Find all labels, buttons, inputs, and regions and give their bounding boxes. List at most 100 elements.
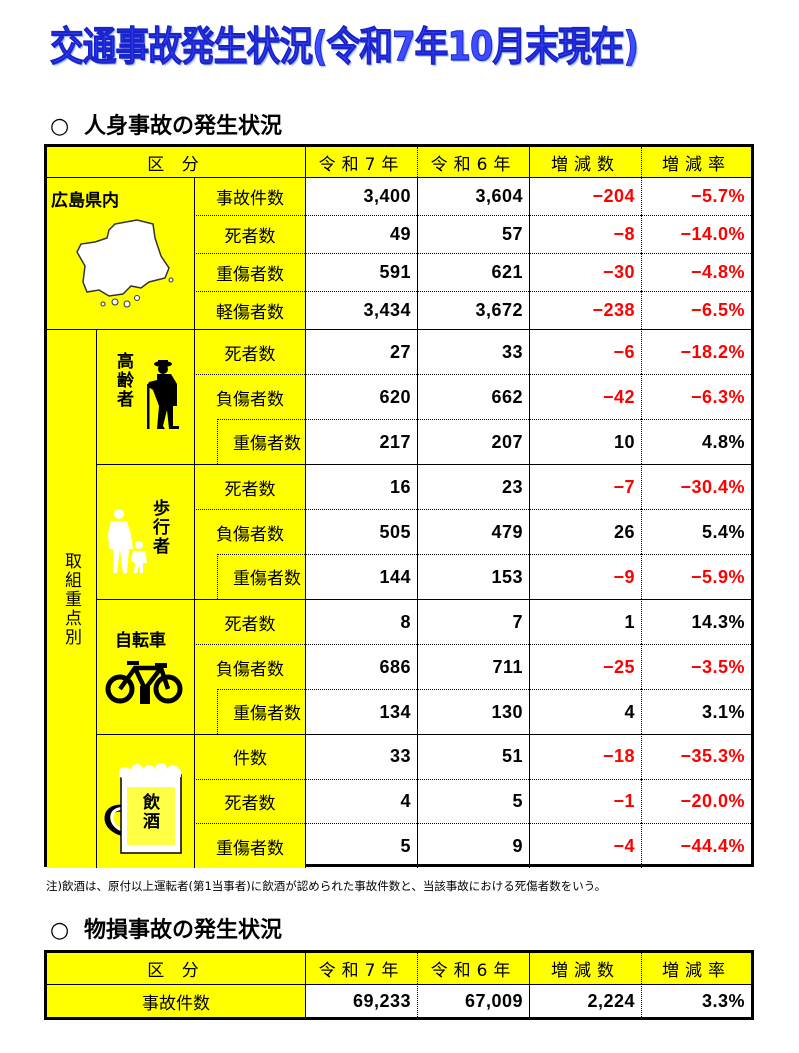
focus-category-label: 取組重点別 xyxy=(61,551,81,647)
group-label: 高齢者 xyxy=(113,352,133,409)
value-rate: −44.4% xyxy=(641,823,751,868)
value-diff: −30 xyxy=(529,253,641,291)
group-label: 歩行者 xyxy=(149,499,169,556)
focus-category-column: 取組重点別 xyxy=(47,329,96,868)
value-r6: 67,009 xyxy=(417,984,529,1017)
property-damage-table: 区 分令和7年 令和6年 増減数 増減率 事故件数 69,233 67,009 2,224 3.… xyxy=(44,950,754,1020)
header-rate: 増減率 xyxy=(641,147,751,177)
value-r6: 9 xyxy=(417,823,529,868)
value-rate: −30.4% xyxy=(641,464,751,509)
row-label-text: 負傷者数 xyxy=(216,524,284,545)
dotted-separator xyxy=(217,419,305,464)
value-rate: −5.9% xyxy=(641,554,751,599)
section-title-personal: ○ 人身事故の発生状況 xyxy=(50,108,282,140)
value-diff: −9 xyxy=(529,554,641,599)
group-label: 自転車 xyxy=(115,631,166,651)
value-r6: 711 xyxy=(417,644,529,689)
hiroshima-map-icon xyxy=(76,219,174,308)
header-r7: 令和7年 xyxy=(305,953,417,984)
row-label-text: 死者数 xyxy=(224,479,276,500)
bullet-icon: ○ xyxy=(50,114,70,139)
row-label: 負傷者数 xyxy=(194,644,305,689)
bicycle-icon xyxy=(105,658,183,711)
row-label: 重傷者数 xyxy=(194,689,305,734)
value-diff: 26 xyxy=(529,509,641,554)
row-label: 事故件数 xyxy=(194,177,305,215)
value-r6: 130 xyxy=(417,689,529,734)
value-r6: 621 xyxy=(417,253,529,291)
row-label-text: 軽傷者数 xyxy=(216,303,284,323)
value-diff: 10 xyxy=(529,419,641,464)
value-rate: 3.3% xyxy=(641,984,751,1017)
value-r6: 51 xyxy=(417,734,529,779)
header-r6: 令和6年 xyxy=(417,147,529,177)
value-r6: 153 xyxy=(417,554,529,599)
value-r6: 3,604 xyxy=(417,177,529,215)
value-diff: −7 xyxy=(529,464,641,509)
group-pedestrian: 歩行者 xyxy=(96,464,194,599)
row-label: 事故件数 xyxy=(47,984,305,1017)
header-diff: 増減数 xyxy=(529,147,641,177)
header-category: 区 分 xyxy=(47,953,305,984)
pedestrian-icon xyxy=(105,509,155,580)
value-diff: −42 xyxy=(529,374,641,419)
value-rate: −6.5% xyxy=(641,291,751,329)
value-rate: −35.3% xyxy=(641,734,751,779)
value-r7: 27 xyxy=(305,329,417,374)
value-diff: −1 xyxy=(529,778,641,824)
value-diff: −6 xyxy=(529,329,641,374)
row-label: 死者数 xyxy=(194,599,305,644)
footnote: 注)飲酒は、原付以上運転者(第1当事者)に飲酒が認められた事故件数と、当該事故に… xyxy=(46,879,607,893)
value-diff: 4 xyxy=(529,689,641,734)
hiroshima-label: 広島県内 xyxy=(51,191,119,211)
row-label-text: 死者数 xyxy=(224,227,276,247)
value-r6: 662 xyxy=(417,374,529,419)
header-category: 区 分 xyxy=(47,147,305,177)
row-label-text: 重傷者数 xyxy=(216,265,284,285)
row-label: 死者数 xyxy=(194,778,305,824)
hiroshima-block: 広島県内 xyxy=(47,177,194,329)
value-r6: 23 xyxy=(417,464,529,509)
value-rate: 4.8% xyxy=(641,419,751,464)
value-r7: 3,400 xyxy=(305,177,417,215)
value-diff: −8 xyxy=(529,215,641,253)
page-title: 交通事故発生状況(令和7年10月末現在) xyxy=(50,24,640,71)
value-rate: −18.2% xyxy=(641,329,751,374)
value-diff: −18 xyxy=(529,734,641,779)
header-rate: 増減率 xyxy=(641,953,751,984)
value-rate: −3.5% xyxy=(641,644,751,689)
value-r7: 686 xyxy=(305,644,417,689)
elderly-person-icon xyxy=(145,360,185,435)
group-elderly-person: 高齢者 xyxy=(96,329,194,464)
dotted-separator xyxy=(217,554,305,599)
value-rate: −14.0% xyxy=(641,215,751,253)
header-diff: 増減数 xyxy=(529,953,641,984)
value-r6: 479 xyxy=(417,509,529,554)
value-diff: −238 xyxy=(529,291,641,329)
section-title-text: 物損事故の発生状況 xyxy=(84,918,283,943)
dotted-separator xyxy=(217,689,305,734)
personal-injury-table: 区 分令和7年 令和6年 増減数 増減率 広島県内 事故件数 3,400 3,604 −204−… xyxy=(44,144,754,868)
row-label: 負傷者数 xyxy=(194,374,305,419)
value-r7: 505 xyxy=(305,509,417,554)
row-label: 重傷者数 xyxy=(194,419,305,464)
group-bicycle: 自転車 xyxy=(96,599,194,734)
value-diff: −25 xyxy=(529,644,641,689)
row-label: 重傷者数 xyxy=(194,823,305,868)
value-r7: 620 xyxy=(305,374,417,419)
row-label: 死者数 xyxy=(194,215,305,253)
value-diff: −204 xyxy=(529,177,641,215)
row-label-text: 事故件数 xyxy=(216,189,284,209)
value-r7: 8 xyxy=(305,599,417,644)
value-rate: −5.7% xyxy=(641,177,751,215)
value-r6: 7 xyxy=(417,599,529,644)
group-label: 飲酒 xyxy=(139,793,159,831)
row-label: 死者数 xyxy=(194,329,305,374)
value-r7: 144 xyxy=(305,554,417,599)
bullet-icon: ○ xyxy=(50,918,70,943)
row-label-text: 負傷者数 xyxy=(216,659,284,680)
row-label-text: 死者数 xyxy=(224,793,276,814)
beer-mug-icon xyxy=(101,763,191,855)
section-title-property: ○ 物損事故の発生状況 xyxy=(50,912,282,944)
value-diff: 1 xyxy=(529,599,641,644)
